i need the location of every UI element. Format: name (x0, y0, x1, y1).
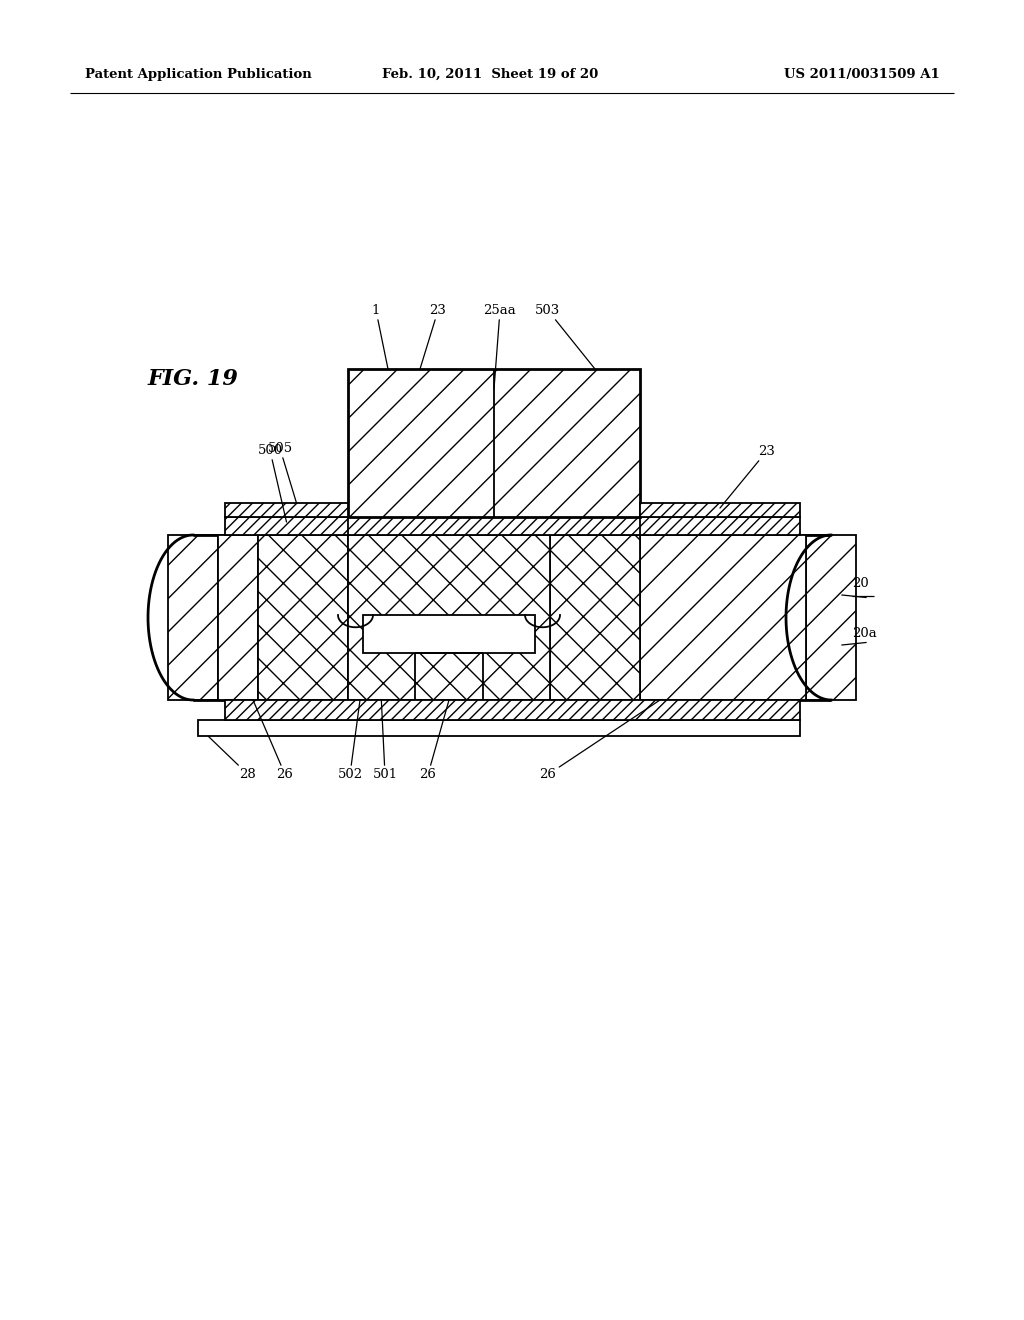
Bar (640, 535, 806, 700)
Bar (225, 503, 348, 517)
Bar (348, 370, 640, 517)
Text: 505: 505 (267, 442, 297, 503)
Text: 500: 500 (257, 444, 287, 521)
Text: FIG. 19: FIG. 19 (148, 368, 239, 389)
Text: 25aa: 25aa (483, 304, 516, 389)
Text: 23: 23 (720, 445, 775, 508)
Text: 23: 23 (420, 304, 446, 370)
Bar (640, 503, 800, 517)
Text: 28: 28 (208, 737, 256, 781)
Text: 26: 26 (253, 700, 294, 781)
Text: Patent Application Publication: Patent Application Publication (85, 69, 311, 81)
Text: 26: 26 (420, 700, 449, 781)
Text: 20: 20 (852, 577, 868, 590)
Bar (362, 615, 535, 653)
Bar (258, 535, 348, 700)
Bar (348, 535, 550, 700)
Text: 20a: 20a (852, 627, 877, 640)
Text: 502: 502 (338, 700, 362, 781)
Bar (225, 517, 800, 535)
Text: US 2011/0031509 A1: US 2011/0031509 A1 (784, 69, 940, 81)
Bar (198, 719, 800, 737)
Bar (806, 535, 856, 700)
Text: 501: 501 (373, 700, 397, 781)
Bar (168, 535, 218, 700)
Text: Feb. 10, 2011  Sheet 19 of 20: Feb. 10, 2011 Sheet 19 of 20 (382, 69, 598, 81)
Text: 1: 1 (372, 304, 388, 370)
Bar (225, 700, 800, 719)
Bar (218, 535, 258, 700)
Text: 26: 26 (540, 700, 660, 781)
Bar (550, 535, 640, 700)
Text: 503: 503 (536, 304, 595, 370)
